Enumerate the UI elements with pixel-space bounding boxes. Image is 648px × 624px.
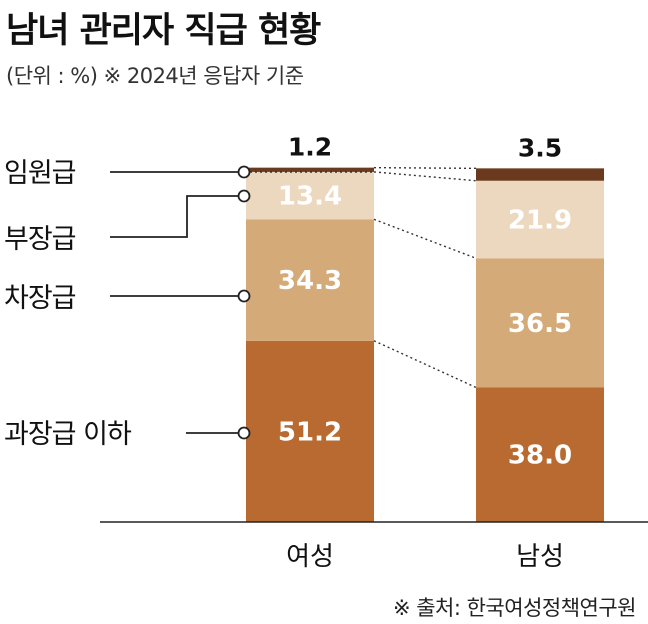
data-label: 38.0 <box>508 441 572 471</box>
chart-subtitle: (단위 : %) ※ 2024년 응답자 기준 <box>6 64 304 88</box>
connector-line <box>373 171 477 182</box>
legend-label: 임원급 <box>4 158 76 189</box>
bar-segment <box>246 167 374 172</box>
connector-line <box>373 218 477 259</box>
leader-line <box>110 195 238 238</box>
connector-line <box>373 166 477 170</box>
legend-dot <box>237 189 251 203</box>
data-label: 13.4 <box>278 182 342 212</box>
data-label: 21.9 <box>508 206 572 236</box>
bar-segment <box>246 219 374 341</box>
bar-segment <box>476 387 604 522</box>
data-label: 1.2 <box>288 133 332 162</box>
data-label: 36.5 <box>508 309 572 339</box>
legend-dot <box>237 289 251 303</box>
legend-label: 차장급 <box>4 283 76 314</box>
legend-dot <box>237 165 251 179</box>
category-label: 여성 <box>286 542 334 572</box>
bar-segment <box>246 171 374 220</box>
source-note: ※ 출처: 한국여성정책연구원 <box>392 596 637 620</box>
connector-line <box>373 340 477 389</box>
data-label: 34.3 <box>278 266 342 296</box>
data-label: 3.5 <box>518 133 562 162</box>
bar-segment <box>476 180 604 259</box>
chart-title: 남녀 관리자 직급 현황 <box>6 11 321 51</box>
legend-dot <box>237 426 251 440</box>
bar-segment <box>246 340 374 522</box>
legend-label: 과장급 이하 <box>4 419 132 450</box>
category-label: 남성 <box>516 542 564 572</box>
data-label: 51.2 <box>278 417 342 447</box>
bar-segment <box>476 168 604 181</box>
bar-segment <box>476 258 604 388</box>
legend-label: 부장급 <box>4 224 76 255</box>
